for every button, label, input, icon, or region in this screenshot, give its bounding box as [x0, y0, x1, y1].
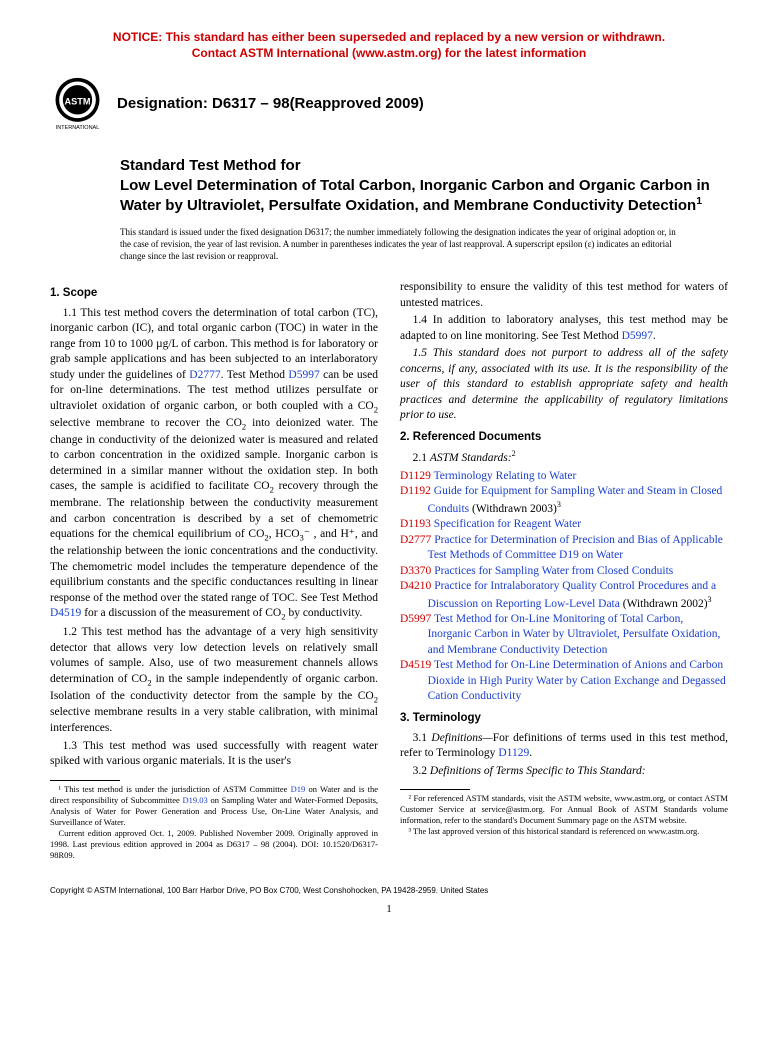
- refdoc-sub: 2.1 ASTM Standards:2: [400, 449, 728, 466]
- copyright-line: Copyright © ASTM International, 100 Barr…: [50, 886, 728, 895]
- ref-item: D1193 Specification for Reagent Water: [400, 517, 728, 533]
- ref-withdrawn: (Withdrawn 2003): [469, 502, 557, 514]
- para-3-1: 3.1 Definitions—For definitions of terms…: [400, 731, 728, 762]
- para-1-2: 1.2 This test method has the advantage o…: [50, 625, 378, 736]
- ref-code[interactable]: D5997: [400, 613, 431, 625]
- footnote-2: ² For referenced ASTM standards, visit t…: [400, 793, 728, 826]
- ref-code[interactable]: D4519: [400, 659, 431, 671]
- ref-sup: 3: [557, 500, 561, 509]
- ref-code[interactable]: D1129: [400, 470, 431, 482]
- column-right: responsibility to ensure the validity of…: [400, 280, 728, 861]
- link-subcommittee[interactable]: D19.03: [183, 795, 208, 805]
- footnote-1b: Current edition approved Oct. 1, 2009. P…: [50, 828, 378, 861]
- ref-title[interactable]: Specification for Reagent Water: [434, 518, 581, 530]
- ref-item: D4210 Practice for Intralaboratory Quali…: [400, 579, 728, 612]
- footnote-3: ³ The last approved version of this hist…: [400, 826, 728, 837]
- para-1-5: 1.5 This standard does not purport to ad…: [400, 346, 728, 424]
- page-number: 1: [50, 903, 728, 915]
- ref-item: D1192 Guide for Equipment for Sampling W…: [400, 484, 728, 517]
- footnote-rule-right: [400, 789, 470, 790]
- notice-line1: NOTICE: This standard has either been su…: [113, 30, 665, 44]
- issuance-note: This standard is issued under the fixed …: [120, 226, 728, 262]
- title-block: Standard Test Method for Low Level Deter…: [120, 156, 728, 216]
- ref-code[interactable]: D3370: [400, 565, 431, 577]
- ref-code[interactable]: D1192: [400, 485, 431, 497]
- link-d5997[interactable]: D5997: [288, 369, 319, 381]
- title-sup: 1: [696, 195, 702, 207]
- para-1-1: 1.1 This test method covers the determin…: [50, 306, 378, 623]
- terminology-heading: 3. Terminology: [400, 711, 728, 727]
- ref-code[interactable]: D1193: [400, 518, 431, 530]
- title-prefix: Standard Test Method for: [120, 156, 728, 176]
- footnote-1: ¹ This test method is under the jurisdic…: [50, 784, 378, 828]
- svg-text:INTERNATIONAL: INTERNATIONAL: [56, 125, 100, 131]
- ref-item: D4519 Test Method for On-Line Determinat…: [400, 658, 728, 705]
- title-main: Low Level Determination of Total Carbon,…: [120, 176, 728, 216]
- ref-title[interactable]: Terminology Relating to Water: [434, 470, 577, 482]
- ref-code[interactable]: D2777: [400, 534, 431, 546]
- reference-list: D1129 Terminology Relating to WaterD1192…: [400, 469, 728, 705]
- link-d1129-term[interactable]: D1129: [498, 747, 529, 759]
- ref-title[interactable]: Practice for Determination of Precision …: [428, 534, 723, 562]
- astm-logo: ASTM INTERNATIONAL: [50, 76, 105, 131]
- ref-title[interactable]: Test Method for On-Line Determination of…: [428, 659, 726, 702]
- ref-title[interactable]: Test Method for On-Line Monitoring of To…: [428, 613, 721, 656]
- link-d5997-b[interactable]: D5997: [622, 330, 653, 342]
- header-row: ASTM INTERNATIONAL Designation: D6317 – …: [50, 76, 728, 131]
- ref-item: D3370 Practices for Sampling Water from …: [400, 564, 728, 580]
- para-1-3-cont: responsibility to ensure the validity of…: [400, 280, 728, 311]
- ref-code[interactable]: D4210: [400, 580, 431, 592]
- link-d2777[interactable]: D2777: [189, 369, 220, 381]
- designation-text: Designation: D6317 – 98(Reapproved 2009): [117, 95, 424, 112]
- content-columns: 1. Scope 1.1 This test method covers the…: [50, 280, 728, 861]
- svg-text:ASTM: ASTM: [65, 97, 91, 107]
- notice-banner: NOTICE: This standard has either been su…: [50, 30, 728, 61]
- refdoc-heading: 2. Referenced Documents: [400, 430, 728, 446]
- ref-sup: 3: [708, 595, 712, 604]
- para-1-4: 1.4 In addition to laboratory analyses, …: [400, 313, 728, 344]
- ref-item: D2777 Practice for Determination of Prec…: [400, 533, 728, 564]
- link-committee-d19[interactable]: D19: [291, 784, 306, 794]
- page: NOTICE: This standard has either been su…: [0, 0, 778, 935]
- column-left: 1. Scope 1.1 This test method covers the…: [50, 280, 378, 861]
- ref-item: D5997 Test Method for On-Line Monitoring…: [400, 612, 728, 659]
- notice-line2: Contact ASTM International (www.astm.org…: [192, 46, 586, 60]
- scope-heading: 1. Scope: [50, 286, 378, 302]
- link-d4519[interactable]: D4519: [50, 607, 81, 619]
- footnote-rule-left: [50, 780, 120, 781]
- para-3-2: 3.2 Definitions of Terms Specific to Thi…: [400, 764, 728, 780]
- ref-item: D1129 Terminology Relating to Water: [400, 469, 728, 485]
- para-1-3: 1.3 This test method was used successful…: [50, 739, 378, 770]
- ref-title[interactable]: Practices for Sampling Water from Closed…: [434, 565, 673, 577]
- ref-withdrawn: (Withdrawn 2002): [620, 597, 708, 609]
